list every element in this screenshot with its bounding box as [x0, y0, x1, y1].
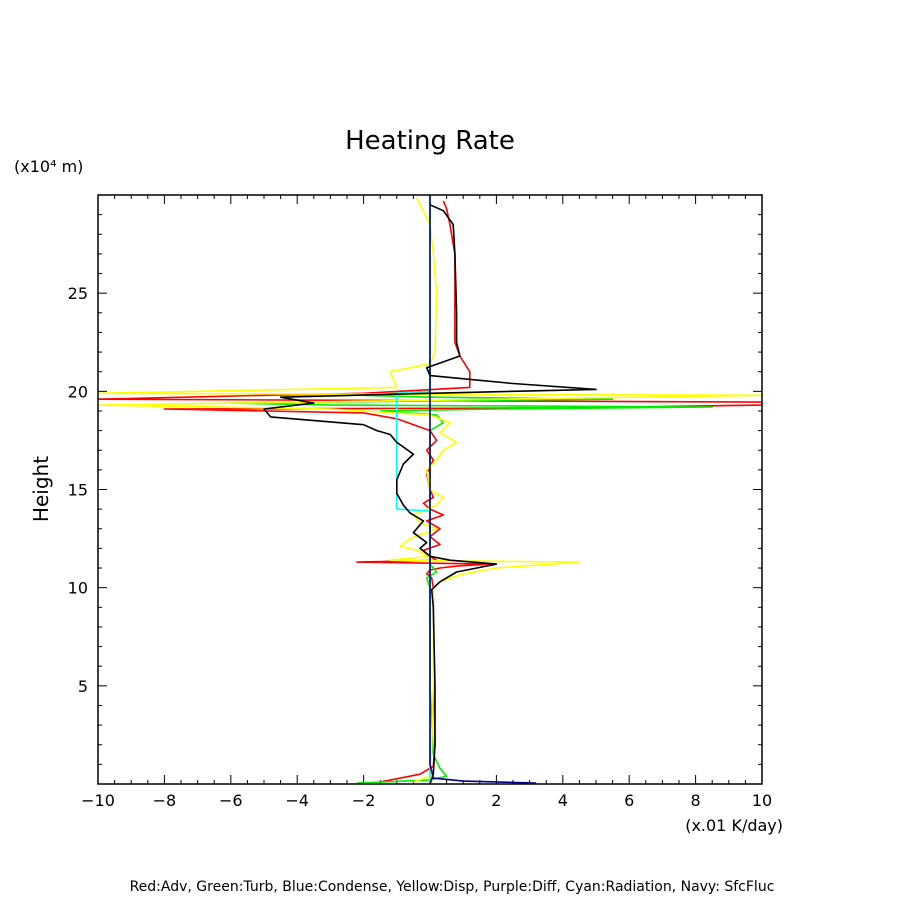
series-green-line [230, 390, 714, 784]
x-tick-label: −2 [352, 791, 376, 810]
x-axis-label: (x.01 K/day) [685, 816, 783, 835]
y-tick-label: 5 [78, 677, 88, 696]
legend-caption: Red:Adv, Green:Turb, Blue:Condense, Yell… [130, 879, 775, 895]
x-tick-label: 0 [425, 791, 435, 810]
y-tick-label: 20 [68, 382, 88, 401]
x-tick-label: −8 [153, 791, 177, 810]
x-tick-label: −6 [219, 791, 243, 810]
x-tick-label: 6 [624, 791, 634, 810]
series-lines [98, 195, 762, 784]
axis-ticks: −10 −8 −6 −4 −2 0 2 4 6 8 10 5 10 15 20 25 [68, 195, 772, 810]
x-tick-label: 2 [491, 791, 501, 810]
plot-frame [97, 194, 763, 785]
series-cyan-line [395, 195, 431, 784]
x-tick-label: 8 [691, 791, 701, 810]
series-navy-line [429, 195, 537, 784]
y-tick-label: 25 [68, 284, 88, 303]
y-tick-label: 10 [68, 579, 88, 598]
series-yellow-line [98, 196, 762, 783]
y-axis-label: Height [29, 456, 53, 522]
series-red-line [98, 200, 762, 783]
chart-title: Heating Rate [345, 126, 515, 156]
y-unit-label: (x10⁴ m) [14, 157, 83, 176]
x-tick-label: 10 [752, 791, 772, 810]
x-tick-label: 4 [558, 791, 568, 810]
x-tick-label: −4 [285, 791, 309, 810]
y-tick-label: 15 [68, 481, 88, 500]
x-tick-label: −10 [81, 791, 115, 810]
series-total-line [263, 204, 597, 784]
